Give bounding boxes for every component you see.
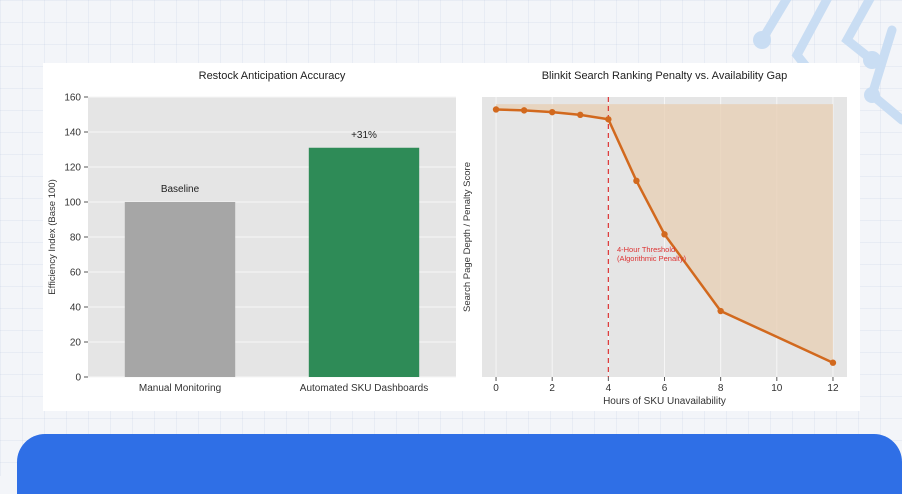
line-chart-xlabel: Hours of SKU Unavailability: [603, 396, 726, 407]
data-point: [661, 231, 668, 238]
threshold-annotation: 4-Hour Threshold: [617, 245, 675, 254]
bar-chart-ytick-label: 60: [70, 268, 82, 279]
bar-chart-ytick-label: 80: [70, 233, 82, 244]
data-point: [633, 177, 640, 185]
bar-chart-ytick-label: 20: [70, 338, 82, 349]
bar-data-label: Baseline: [161, 184, 200, 195]
line-chart-xtick-label: 10: [771, 383, 783, 394]
data-point: [492, 106, 500, 113]
data-point: [577, 111, 584, 119]
bar-chart-xtick-label: Manual Monitoring: [139, 383, 221, 394]
bar-chart-ytick-label: 40: [70, 303, 82, 314]
line-chart-xtick-label: 6: [662, 383, 668, 394]
bar-chart-ytick-label: 140: [64, 128, 81, 139]
chart-card: 0 20 40 60 80 100 120 140 160 Baseline Manual Moni…: [43, 63, 860, 411]
data-point: [717, 307, 724, 315]
bar: [308, 147, 420, 377]
bar-chart-xtick-label: Automated SKU Dashboards: [300, 383, 428, 394]
bar-chart-title: Restock Anticipation Accuracy: [199, 70, 346, 82]
bar-data-label: +31%: [351, 130, 377, 141]
line-chart-xtick-label: 2: [549, 383, 555, 394]
data-point: [520, 107, 528, 114]
data-point: [548, 108, 556, 116]
bar: [124, 202, 236, 377]
line-chart-ylabel: Search Page Depth / Penalty Score: [462, 162, 473, 312]
bar-chart-ylabel: Efficiency Index (Base 100): [47, 179, 58, 294]
bar-chart-ytick-label: 160: [64, 93, 81, 104]
bar-chart-ytick-label: 120: [64, 163, 81, 174]
line-chart-xtick-label: 8: [718, 383, 724, 394]
bar-chart-ytick-label: 0: [75, 373, 81, 384]
footer-band: [17, 434, 902, 494]
line-chart-xtick-label: 4: [606, 383, 612, 394]
threshold-annotation: (Algorithmic Penalty): [617, 254, 687, 263]
data-point: [605, 116, 612, 123]
line-chart-xtick-label: 0: [493, 383, 499, 394]
line-chart-xtick-label: 12: [827, 383, 839, 394]
line-chart-title: Blinkit Search Ranking Penalty vs. Avail…: [542, 70, 788, 82]
data-point: [829, 359, 837, 366]
bar-chart-ytick-label: 100: [64, 198, 81, 209]
